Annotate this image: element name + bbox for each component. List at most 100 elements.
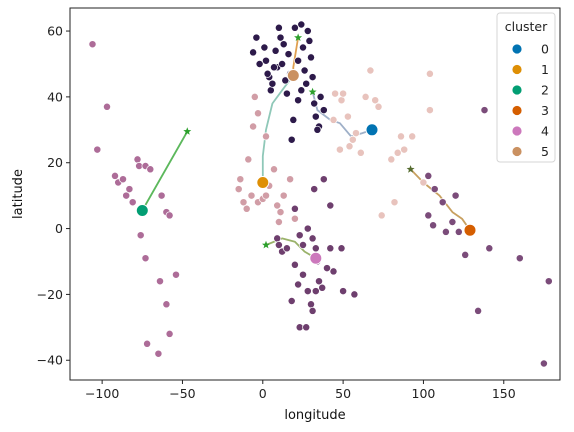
legend-label-2: 2 [541,83,549,98]
data-point [254,109,262,118]
data-point [278,60,287,68]
star-marker [183,127,192,135]
data-point [295,231,304,240]
legend-title: cluster [505,19,548,34]
y-tick-label: 40 [47,89,63,104]
data-point [103,102,111,111]
data-point [303,224,312,233]
data-point [311,244,320,253]
data-point [352,129,360,138]
legend-marker-5 [511,146,523,157]
data-point [544,277,553,286]
centroid-cluster-0 [365,123,379,137]
data-point [122,191,131,200]
centroid-cluster-4 [309,251,323,265]
data-point [326,201,335,210]
data-point [290,214,299,223]
data-point [156,277,164,286]
data-point [286,175,295,184]
data-point [308,73,317,82]
data-point [310,185,319,194]
data-point [172,270,180,279]
data-point [361,92,370,101]
data-point [295,323,304,332]
data-point [310,99,319,108]
data-point [408,132,417,141]
data-point [326,244,335,253]
data-point [400,145,409,154]
data-point [282,244,291,253]
data-point [270,63,278,72]
data-point [374,102,383,111]
axes-ticks: −100 −50 0 50 100 150 −40 −20 0 20 40 60 [37,24,516,401]
data-point [279,40,288,49]
data-point [393,148,402,157]
data-point [274,218,283,226]
data-point [247,191,256,200]
data-point [302,323,311,332]
data-point [302,79,311,88]
data-point [299,43,307,52]
data-point [274,23,283,32]
data-point [454,227,463,236]
data-point [377,211,386,220]
data-point [343,112,352,121]
data-point [424,211,433,220]
star-marker [406,165,415,173]
legend-marker-2 [511,84,523,96]
data-point [438,198,447,207]
trajectory-path-3 [311,91,373,138]
data-point [146,165,155,174]
data-point [236,175,245,184]
star-marker [262,240,270,249]
x-tick-label: 150 [492,386,516,401]
data-point [299,241,307,249]
data-point [88,40,97,49]
data-point [263,69,272,78]
data-point [162,300,171,309]
data-point [311,112,320,121]
data-point [294,56,303,65]
data-point [290,260,299,269]
data-point [329,267,338,276]
x-tick-label: 0 [259,386,267,401]
data-point [165,329,174,338]
data-point [239,198,248,207]
trajectory-path-0 [141,130,189,212]
data-point [339,89,348,98]
data-point [294,280,303,289]
data-point [348,135,357,144]
legend-label-3: 3 [541,103,549,118]
x-axis-label: longitude [284,408,345,423]
y-tick-label: −40 [37,353,63,368]
data-point [141,254,150,263]
data-point [425,69,434,78]
star-marker [308,87,317,96]
data-point [119,175,127,184]
data-point [311,287,320,296]
data-point [350,290,359,299]
data-point [262,132,270,141]
data-point [313,125,322,134]
legend-marker-1 [511,64,523,75]
data-point [255,60,264,68]
data-point [284,50,293,59]
data-point [345,142,354,151]
data-point [335,145,344,154]
data-point [323,264,331,273]
data-point [319,106,328,115]
legend-marker-4 [511,125,523,137]
data-point [430,185,439,194]
data-point [234,185,243,194]
data-point [397,132,405,141]
data-point [262,191,270,200]
y-tick-label: 60 [47,24,63,39]
data-point [290,23,299,32]
centroid-cluster-1 [256,176,270,189]
legend-label-5: 5 [541,144,549,159]
data-point [282,89,291,98]
data-point [303,287,312,296]
data-point [387,155,396,164]
data-point [268,79,277,88]
data-point [316,92,325,101]
